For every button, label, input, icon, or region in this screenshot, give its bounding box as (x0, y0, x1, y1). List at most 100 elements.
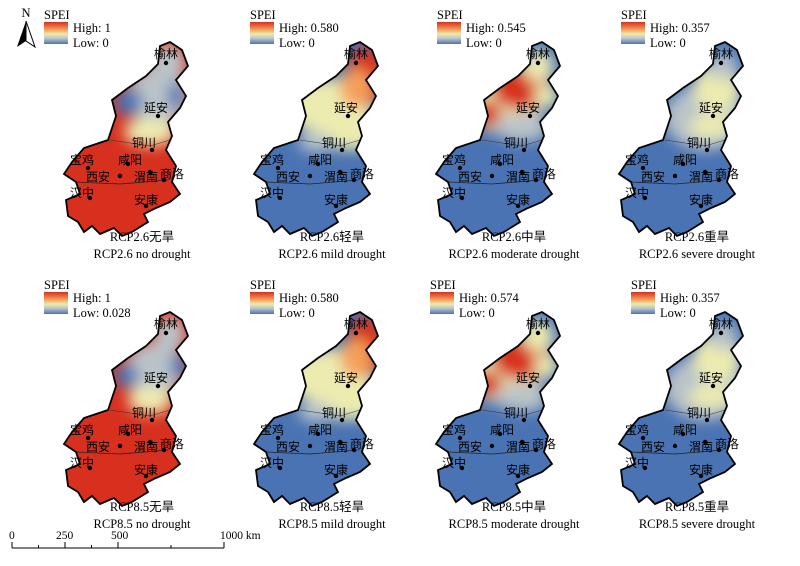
city-marker (640, 165, 646, 171)
city-marker (125, 431, 131, 437)
city-label: 铜川 (132, 405, 156, 420)
city-label: 安康 (689, 192, 713, 207)
city-marker (535, 330, 541, 336)
city-marker (457, 165, 463, 171)
city-marker (339, 417, 345, 423)
city-marker (315, 161, 321, 167)
city-label: 汉中 (70, 455, 94, 470)
city-marker (155, 113, 161, 119)
city-label: 西安 (641, 439, 665, 454)
city-marker (459, 465, 465, 471)
legend-title: SPEI (621, 8, 647, 22)
caption-en: RCP8.5 mild drought (278, 517, 386, 531)
city-label: 安康 (134, 462, 158, 477)
city-marker (702, 169, 708, 175)
city-marker (277, 465, 283, 471)
city-marker (718, 60, 724, 66)
city-label: 延安 (334, 100, 358, 115)
north-arrow-icon: N (17, 6, 36, 49)
city-label: 咸阳 (673, 153, 697, 167)
city-marker (672, 443, 678, 449)
city-marker (640, 435, 646, 441)
city-marker (716, 447, 722, 453)
city-marker (457, 435, 463, 441)
city-marker (87, 195, 93, 201)
city-marker (149, 417, 155, 423)
city-label: 铜川 (504, 135, 528, 150)
city-label: 榆林 (154, 316, 178, 331)
legend-low: Low: 0 (73, 36, 109, 50)
spei-surface (619, 42, 743, 236)
city-label: 汉中 (442, 455, 466, 470)
north-label: N (21, 6, 30, 20)
city-marker (351, 447, 357, 453)
city-label: 宝鸡 (70, 152, 94, 167)
legend-low: Low: 0 (650, 36, 686, 50)
caption-en: RCP2.6 no drought (94, 247, 191, 261)
legend-high: High: 0.545 (466, 21, 526, 35)
legend-high: High: 0.580 (279, 291, 339, 305)
city-marker (515, 473, 521, 479)
city-label: 榆林 (709, 46, 733, 61)
city-marker (642, 195, 648, 201)
city-marker (527, 383, 533, 389)
city-marker (533, 447, 539, 453)
city-label: 榆林 (344, 46, 368, 61)
city-label: 渭南 (689, 169, 713, 184)
spei-surface (64, 312, 188, 506)
legend-low: Low: 0 (279, 306, 315, 320)
legend-ramp (44, 292, 68, 314)
city-marker (489, 173, 495, 179)
city-marker (521, 147, 527, 153)
spei-surface (436, 312, 560, 506)
city-marker (307, 443, 313, 449)
city-label: 渭南 (506, 439, 530, 454)
legend-ramp (44, 22, 68, 44)
city-label: 延安 (699, 370, 723, 385)
city-marker (519, 439, 525, 445)
city-label: 延安 (334, 370, 358, 385)
city-label: 安康 (506, 462, 530, 477)
legend-high: High: 0.357 (660, 291, 720, 305)
city-marker (716, 177, 722, 183)
city-label: 渭南 (324, 169, 348, 184)
province-outline (434, 40, 562, 238)
city-marker (515, 203, 521, 209)
city-label: 西安 (641, 169, 665, 184)
city-marker (497, 161, 503, 167)
city-label: 汉中 (70, 185, 94, 200)
city-label: 渭南 (134, 439, 158, 454)
city-marker (315, 431, 321, 437)
city-label: 汉中 (625, 185, 649, 200)
scale-tick-250: 250 (56, 530, 74, 542)
legend-high: High: 1 (73, 291, 111, 305)
caption-cn: RCP2.6轻旱 (300, 230, 364, 244)
city-label: 咸阳 (673, 423, 697, 437)
city-label: 宝鸡 (442, 422, 466, 437)
legend-low: Low: 0 (660, 306, 696, 320)
city-label: 咸阳 (118, 423, 142, 437)
caption-en: RCP8.5 severe drought (639, 517, 756, 531)
legend-title: SPEI (44, 278, 70, 292)
caption-cn: RCP8.5无旱 (110, 500, 174, 514)
city-label: 宝鸡 (442, 152, 466, 167)
city-marker (704, 417, 710, 423)
legend-high: High: 0.580 (279, 21, 339, 35)
legend-ramp (430, 292, 454, 314)
province-outline (434, 310, 562, 508)
city-marker (161, 447, 167, 453)
city-label: 宝鸡 (260, 422, 284, 437)
city-label: 延安 (699, 100, 723, 115)
city-label: 咸阳 (118, 153, 142, 167)
caption-cn: RCP2.6无旱 (110, 230, 174, 244)
city-label: 商洛 (350, 166, 374, 181)
